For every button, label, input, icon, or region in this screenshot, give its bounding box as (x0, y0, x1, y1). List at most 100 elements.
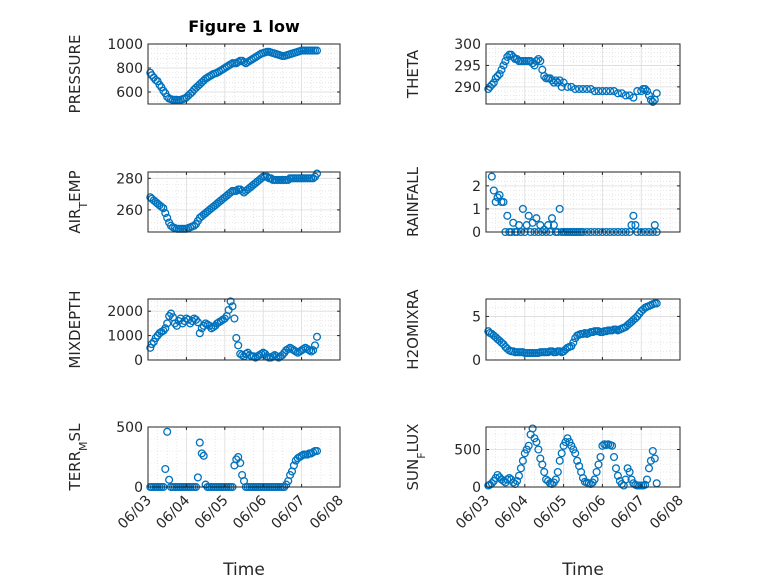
data-point (606, 87, 615, 96)
panel-3: 260 280 AIRTEMP (66, 169, 341, 234)
data-point (278, 351, 287, 360)
data-point (524, 441, 533, 450)
data-point (155, 80, 164, 89)
y-tick-label: 0 (472, 353, 481, 369)
x-tick-label: 06/04 (492, 492, 532, 532)
data-point (299, 344, 308, 354)
y-tick-label: 0 (134, 480, 143, 496)
y-tick-label: 1000 (107, 37, 143, 53)
y-axis-label: H2OMIXRA (404, 289, 422, 370)
y-axis-label: RAINFALL (404, 166, 422, 237)
data-point (193, 318, 202, 327)
data-point (161, 464, 170, 474)
y-tick-label: 260 (116, 203, 143, 219)
data-point (178, 319, 187, 328)
y-tick-label: 2 (472, 179, 481, 195)
data-point (524, 211, 533, 220)
data-point (642, 475, 652, 484)
data-point (503, 52, 512, 61)
data-point (629, 93, 638, 102)
data-point (236, 458, 245, 468)
data-point (163, 319, 172, 328)
y-tick-label: 800 (116, 61, 143, 77)
y-tick-label: 280 (116, 171, 143, 187)
data-point (312, 332, 322, 341)
data-point (501, 57, 510, 66)
axes-box (485, 298, 681, 361)
data-point (598, 441, 607, 450)
panel-2: 290 295 300 THETA (404, 37, 681, 106)
x-axis-label: Time (222, 560, 265, 580)
data-point (163, 427, 172, 436)
data-point (487, 80, 496, 89)
data-point (518, 456, 527, 465)
data-point (532, 437, 541, 447)
data-point (228, 302, 237, 311)
data-point (646, 456, 655, 465)
data-point (146, 343, 155, 352)
data-point (646, 95, 655, 104)
y-axis-label: THETA (404, 49, 422, 99)
data-point (594, 460, 603, 469)
data-point (239, 57, 249, 67)
y-tick-label: 500 (116, 420, 143, 436)
data-point (193, 473, 202, 482)
data-point (648, 446, 657, 456)
data-point (499, 61, 508, 70)
data-point (157, 202, 166, 211)
data-point (205, 321, 214, 330)
data-point (536, 57, 545, 66)
data-point (648, 97, 657, 106)
data-point (532, 214, 541, 223)
y-tick-label: 295 (454, 58, 481, 74)
data-point (590, 87, 599, 96)
data-point (489, 186, 498, 195)
data-point (289, 461, 298, 470)
data-point (186, 319, 195, 328)
y-tick-label: 0 (472, 225, 481, 241)
data-point (163, 213, 172, 222)
data-point (495, 69, 504, 79)
data-point (555, 456, 564, 465)
y-tick-label: 0 (134, 353, 143, 369)
data-point (195, 438, 204, 447)
data-point (569, 338, 578, 347)
data-point (553, 467, 562, 477)
panel-1: 600 800 1000 PRESSURE Figure 1 low (66, 17, 341, 113)
data-point (312, 46, 322, 55)
data-point (613, 471, 622, 480)
y-axis-label: TERRMSL (66, 423, 90, 492)
data-point (573, 456, 582, 465)
axes-box (485, 43, 681, 105)
data-point (284, 344, 293, 354)
data-point (592, 467, 601, 477)
x-tick-label: 06/08 (307, 493, 347, 533)
data-point (652, 89, 661, 98)
data-point (578, 473, 588, 483)
data-point (159, 326, 168, 335)
data-point (627, 221, 636, 230)
data-point (551, 76, 560, 85)
panel-6: 0 5 H2OMIXRA (404, 289, 681, 370)
data-point (530, 61, 539, 70)
data-point (608, 441, 617, 450)
data-point (509, 478, 518, 487)
data-point (505, 473, 514, 483)
x-tick-label: 06/08 (647, 493, 687, 533)
axes-box (485, 171, 681, 233)
data-point (493, 470, 502, 480)
data-point (309, 346, 318, 355)
data-point (642, 87, 652, 96)
data-point (220, 314, 229, 323)
data-point (609, 452, 619, 462)
data-point (609, 87, 619, 96)
data-point (234, 341, 243, 350)
axes-box (485, 426, 681, 488)
data-point (197, 449, 206, 458)
panel-4: 0 1 2 RAINFALL (404, 166, 681, 241)
data-point (532, 57, 541, 66)
data-point (575, 84, 584, 94)
data-point (226, 188, 235, 197)
data-point (571, 449, 580, 458)
